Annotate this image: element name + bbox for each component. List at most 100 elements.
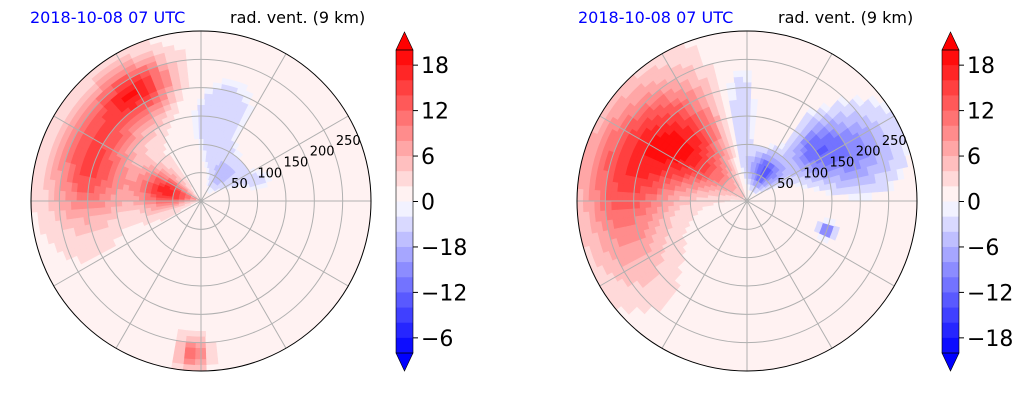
colorbar-segment: [396, 246, 413, 263]
heatmap-cell: [187, 70, 197, 78]
heatmap-cell: [104, 207, 112, 215]
angular-gridline: [200, 53, 287, 202]
heatmap-cell: [64, 191, 72, 202]
heatmap-cell: [610, 200, 618, 211]
heatmap-cell: [848, 193, 855, 202]
colorbar-segment: [942, 80, 959, 96]
heatmap-cell: [104, 193, 111, 202]
angular-gridline: [115, 53, 202, 202]
colorbar-segment: [396, 307, 413, 324]
colorbar-segment: [396, 322, 413, 339]
heatmap-cell: [652, 316, 666, 329]
colorbar-extend-min: [941, 352, 960, 372]
heatmap-cell: [831, 225, 840, 235]
heatmap-cell: [208, 121, 216, 129]
heatmap-cell: [132, 191, 140, 197]
heatmap-cell: [184, 347, 197, 355]
heatmap-cell: [854, 192, 861, 202]
heatmap-cell: [667, 189, 675, 197]
heatmap-cell: [749, 110, 757, 117]
heatmap-cell: [138, 225, 147, 234]
colorbar-segment: [942, 110, 959, 127]
colorbar-segment: [396, 292, 413, 309]
heatmap-cell: [192, 121, 199, 129]
heatmap-cell: [673, 200, 680, 207]
heatmap-cell: [53, 200, 60, 212]
heatmap-cell: [627, 192, 635, 202]
angular-gridline: [115, 200, 202, 349]
heatmap-cell: [661, 200, 669, 208]
heatmap-cell: [121, 195, 128, 202]
heatmap-cell: [184, 352, 196, 360]
heatmap-cell: [749, 104, 758, 112]
heatmap-cell: [31, 188, 38, 202]
heatmap-cell: [737, 110, 745, 117]
heatmap-cell: [852, 94, 865, 107]
colorbar-segment: [942, 337, 959, 354]
heatmap-cell: [588, 189, 595, 202]
heatmap-cell: [695, 197, 703, 202]
radial-tick-label: 200: [310, 145, 335, 160]
heatmap-cell: [202, 132, 209, 140]
colorbar-segment: [942, 307, 959, 324]
heatmap-cell: [737, 149, 743, 157]
heatmap-cell: [582, 200, 590, 213]
heatmap-cell: [144, 196, 151, 202]
heatmap-cell: [104, 187, 112, 195]
colorbar-tick-label: −18: [421, 236, 467, 261]
heatmap-cell: [661, 194, 669, 202]
heatmap-cell: [93, 193, 100, 202]
colorbar-tick-label: −6: [967, 236, 999, 261]
heatmap-cell: [47, 190, 55, 202]
heatmap-cell: [187, 324, 197, 332]
colorbar-segment: [396, 186, 413, 202]
angular-gridline: [746, 53, 833, 202]
heatmap-cell: [93, 200, 100, 209]
radial-tick-label: 150: [284, 155, 309, 170]
angular-gridline: [661, 200, 748, 349]
heatmap-cell: [85, 269, 96, 282]
heatmap-cell: [98, 207, 106, 216]
radial-tick-label: 100: [803, 166, 828, 181]
heatmap-cell: [644, 186, 652, 195]
heatmap-cell: [599, 190, 606, 202]
heatmap-cell: [186, 330, 197, 338]
heatmap-cell: [819, 102, 831, 113]
colorbar-segment: [396, 65, 413, 81]
heatmap-cell: [738, 155, 744, 163]
heatmap-cell: [81, 192, 89, 202]
heatmap-cell: [644, 193, 652, 202]
heatmap-cell: [121, 189, 129, 197]
colorbar-segment: [942, 277, 959, 293]
heatmap-cell: [104, 200, 111, 209]
heatmap-cell: [59, 200, 66, 212]
heatmap-cell: [191, 110, 199, 117]
heatmap-cell: [138, 200, 145, 206]
heatmap-cell: [749, 127, 756, 134]
radial-tick-label: 150: [830, 155, 855, 170]
heatmap-cell: [667, 195, 674, 202]
heatmap-cell: [684, 191, 692, 198]
heatmap-cell: [207, 127, 215, 135]
chart-title-date: 2018-10-08 07 UTC: [578, 8, 734, 27]
heatmap-cell: [747, 183, 750, 191]
radial-tick-label: 250: [882, 134, 907, 149]
heatmap-cell: [673, 195, 680, 202]
colorbar-tick-label: 18: [967, 54, 995, 79]
colorbar-segment: [942, 140, 959, 157]
polar-frame: [576, 30, 918, 372]
colorbar-segment: [942, 186, 959, 202]
polar-frame: [30, 30, 372, 372]
colorbar-tick-label: −18: [967, 327, 1013, 352]
colorbar-segment: [396, 125, 413, 142]
heatmap-cell: [98, 193, 106, 202]
heatmap-cell: [70, 200, 77, 211]
heatmap-cell: [76, 191, 83, 202]
angular-gridline: [53, 115, 202, 202]
heatmap-cell: [42, 244, 53, 258]
heatmap-cell: [577, 188, 584, 202]
heatmap-cell: [202, 149, 207, 157]
heatmap-cell: [738, 121, 745, 129]
angular-gridline: [599, 115, 748, 202]
